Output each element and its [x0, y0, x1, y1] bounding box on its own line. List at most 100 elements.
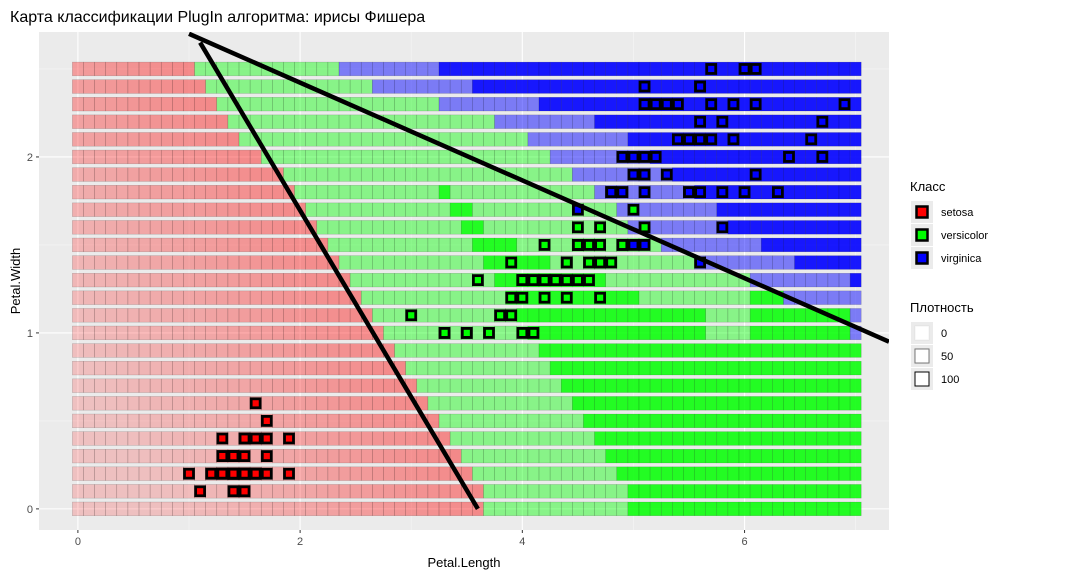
- grid-cell: [516, 220, 529, 235]
- point-virginica: [660, 168, 673, 181]
- point-virginica: [638, 151, 651, 163]
- grid-cell: [372, 149, 384, 165]
- grid-cell: [783, 343, 795, 358]
- grid-cell: [672, 202, 684, 217]
- grid-cell: [527, 378, 540, 393]
- grid-cell: [683, 413, 695, 429]
- grid-cell: [227, 325, 240, 341]
- grid-cell: [183, 378, 195, 393]
- grid-cell: [394, 79, 406, 94]
- grid-cell: [249, 202, 262, 217]
- grid-cell: [405, 431, 418, 446]
- grid-cell: [683, 149, 695, 165]
- grid-cell: [449, 448, 462, 464]
- grid-cell: [816, 97, 829, 112]
- grid-cell: [194, 61, 206, 77]
- point-versicolor: [460, 327, 473, 339]
- grid-cell: [383, 61, 395, 77]
- grid-cell: [649, 132, 662, 147]
- grid-cell: [349, 237, 362, 253]
- grid-cell: [494, 466, 506, 481]
- grid-cell: [505, 343, 518, 358]
- grid-cell: [294, 466, 306, 481]
- grid-cell: [394, 167, 406, 182]
- grid-cell: [716, 237, 729, 253]
- grid-cell: [227, 202, 240, 217]
- grid-cell: [772, 325, 784, 341]
- grid-cell: [583, 61, 595, 77]
- grid-cell: [572, 308, 584, 323]
- grid-cell: [105, 185, 118, 200]
- grid-cell: [294, 396, 306, 411]
- grid-cell: [594, 273, 606, 288]
- grid-cell: [172, 185, 184, 200]
- grid-cell: [427, 220, 440, 235]
- point-virginica: [727, 133, 740, 146]
- grid-cell: [672, 378, 684, 393]
- grid-cell: [516, 396, 529, 411]
- grid-cell: [538, 378, 551, 393]
- point-virginica: [671, 133, 684, 146]
- grid-cell: [149, 255, 162, 270]
- grid-cell: [616, 97, 629, 112]
- grid-cell: [227, 501, 240, 516]
- grid-cell: [283, 484, 295, 499]
- grid-cell: [327, 396, 340, 411]
- grid-cell: [827, 97, 840, 112]
- grid-cell: [838, 185, 851, 200]
- grid-cell: [260, 308, 273, 323]
- grid-cell: [94, 167, 106, 182]
- grid-cell: [727, 237, 740, 253]
- grid-cell: [705, 202, 718, 217]
- grid-cell: [94, 97, 106, 112]
- grid-cell: [605, 149, 618, 165]
- grid-cell: [394, 149, 406, 165]
- grid-cell: [149, 149, 162, 165]
- grid-cell: [116, 202, 129, 217]
- grid-cell: [160, 255, 173, 270]
- point-versicolor: [494, 309, 507, 322]
- grid-cell: [205, 431, 218, 446]
- grid-cell: [216, 413, 229, 429]
- grid-cell: [127, 343, 140, 358]
- grid-cell: [272, 290, 284, 305]
- grid-cell: [716, 448, 729, 464]
- grid-cell: [149, 448, 162, 464]
- grid-cell: [427, 167, 440, 182]
- grid-cell: [105, 114, 118, 129]
- grid-cell: [694, 378, 706, 393]
- grid-cell: [805, 325, 818, 341]
- grid-cell: [238, 79, 251, 94]
- grid-cell: [483, 378, 495, 393]
- grid-cell: [149, 431, 162, 446]
- grid-cell: [149, 396, 162, 411]
- grid-cell: [738, 413, 751, 429]
- grid-cell: [672, 325, 684, 341]
- grid-cell: [294, 220, 306, 235]
- grid-cell: [438, 431, 451, 446]
- grid-cell: [794, 167, 806, 182]
- grid-cell: [805, 360, 818, 376]
- grid-cell: [394, 501, 406, 516]
- grid-cell: [694, 237, 706, 253]
- grid-cell: [394, 97, 406, 112]
- point-virginica: [783, 151, 795, 163]
- grid-cell: [538, 220, 551, 235]
- grid-cell: [372, 97, 384, 112]
- grid-cell: [583, 167, 595, 182]
- grid-cell: [360, 448, 373, 464]
- legend-label-virginica: virginica: [941, 253, 982, 265]
- grid-cell: [460, 220, 473, 235]
- grid-cell: [472, 79, 484, 94]
- grid-cell: [816, 343, 829, 358]
- grid-cell: [583, 378, 595, 393]
- grid-cell: [205, 343, 218, 358]
- grid-cell: [505, 501, 518, 516]
- grid-cell: [849, 308, 862, 323]
- grid-cell: [738, 202, 751, 217]
- grid-cell: [816, 466, 829, 481]
- grid-cell: [849, 378, 862, 393]
- grid-cell: [383, 308, 395, 323]
- grid-cell: [338, 202, 351, 217]
